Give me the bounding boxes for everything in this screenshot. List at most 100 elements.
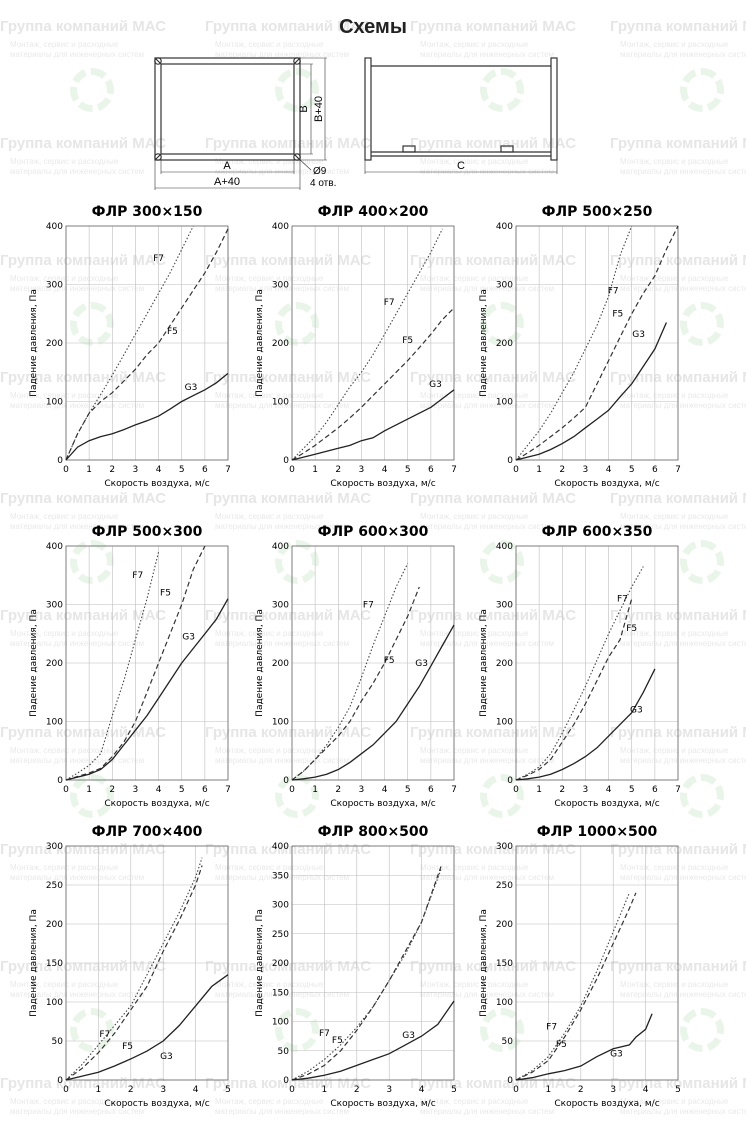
x-tick-label: 3: [359, 465, 365, 475]
y-tick-label: 100: [272, 1018, 289, 1028]
x-tick-label: 2: [109, 465, 115, 475]
chart-svg: ФЛР 300×150 0 1 2 3 4 5 6 7 0 100 200 300 400 Скорость…: [29, 204, 231, 489]
x-tick-label: 2: [128, 1085, 134, 1095]
x-tick-label: 5: [629, 785, 635, 795]
x-tick-label: 4: [156, 785, 162, 795]
x-tick-label: 3: [610, 1085, 616, 1095]
y-tick-label: 400: [272, 842, 289, 852]
x-tick-label: 5: [179, 785, 185, 795]
series-line-f7: [291, 563, 409, 781]
dim-c-label: C: [457, 160, 465, 172]
series-line-f7: [291, 228, 443, 461]
series-line-f7: [291, 869, 442, 1081]
y-axis-label: Падение давления, Па: [29, 289, 39, 397]
x-tick-label: 0: [63, 1085, 69, 1095]
x-tick-label: 2: [335, 465, 341, 475]
x-tick-label: 4: [156, 465, 162, 475]
x-tick-label: 5: [405, 785, 411, 795]
series-line-f7: [65, 551, 160, 781]
chart-svg: ФЛР 400×200 0 1 2 3 4 5 6 7 0 100 200 300 400 Скорость…: [255, 204, 457, 489]
series-label-g3: G3: [160, 1052, 173, 1062]
x-tick-label: 7: [225, 785, 231, 795]
series-line-f5: [291, 586, 420, 781]
series-line-f5: [515, 598, 633, 781]
chart-3: ФЛР 500×250 0 1 2 3 4 5 6 7 0 100 200 300 400 Скорость…: [460, 200, 686, 500]
y-tick-label: 350: [272, 871, 289, 881]
watermark-gear-icon: [70, 68, 114, 112]
y-axis-label: Падение давления, Па: [29, 909, 39, 1017]
y-tick-label: 300: [272, 601, 289, 611]
x-tick-label: 4: [382, 785, 388, 795]
y-tick-label: 50: [278, 1047, 290, 1057]
x-tick-label: 3: [133, 785, 139, 795]
series-line-f7: [515, 566, 644, 781]
y-tick-label: 400: [272, 542, 289, 552]
chart-title: ФЛР 600×300: [318, 524, 429, 540]
y-tick-label: 100: [496, 718, 513, 728]
y-tick-label: 0: [283, 1076, 289, 1086]
chart-9: ФЛР 1000×500 0 1 2 3 4 5 0 50 100 150 200 250 300 Скор…: [460, 820, 686, 1120]
y-tick-label: 300: [46, 281, 63, 291]
chart-title: ФЛР 500×300: [92, 524, 203, 540]
series-label-g3: G3: [185, 383, 198, 393]
series-label-f5: F5: [160, 589, 171, 599]
series-line-f5: [291, 307, 455, 461]
x-tick-label: 2: [335, 785, 341, 795]
series-line-g3: [515, 668, 656, 781]
plot-frame: [291, 545, 455, 781]
x-tick-label: 3: [583, 465, 589, 475]
y-tick-label: 300: [46, 601, 63, 611]
chart-svg: ФЛР 500×250 0 1 2 3 4 5 6 7 0 100 200 300 400 Скорость…: [479, 204, 681, 489]
y-tick-label: 300: [46, 842, 63, 852]
watermark-title: Группа компаний МАС: [610, 135, 746, 152]
series-label-g3: G3: [610, 1050, 623, 1060]
series-line-g3: [65, 598, 229, 781]
x-tick-label: 7: [451, 465, 457, 475]
x-tick-label: 0: [289, 465, 295, 475]
series-label-f7: F7: [617, 595, 628, 605]
x-tick-label: 5: [675, 1085, 681, 1095]
watermark-gear-icon: [680, 540, 724, 584]
y-tick-label: 50: [52, 1037, 64, 1047]
y-tick-label: 0: [57, 1076, 63, 1086]
y-tick-label: 250: [272, 930, 289, 940]
watermark-gear-icon: [680, 1008, 724, 1052]
chart-svg: ФЛР 500×300 0 1 2 3 4 5 6 7 0 100 200 300 400 Скорость…: [29, 524, 231, 809]
chart-title: ФЛР 300×150: [92, 204, 203, 220]
x-axis-label: Скорость воздуха, м/с: [554, 799, 659, 809]
x-tick-label: 0: [289, 1085, 295, 1095]
plot-frame: [65, 545, 229, 781]
x-tick-label: 2: [559, 465, 565, 475]
dim-b-label: B: [298, 105, 310, 112]
x-tick-label: 6: [202, 785, 208, 795]
x-axis-label: Скорость воздуха, м/с: [554, 1099, 659, 1109]
y-tick-label: 200: [46, 339, 63, 349]
x-tick-label: 6: [202, 465, 208, 475]
series-label-f7: F7: [153, 254, 164, 264]
chart-title: ФЛР 800×500: [318, 824, 429, 840]
y-tick-label: 200: [272, 659, 289, 669]
x-axis-label: Скорость воздуха, м/с: [330, 1099, 435, 1109]
series-label-g3: G3: [402, 1031, 415, 1041]
y-axis-label: Падение давления, Па: [255, 609, 265, 717]
page-title: Схемы: [339, 16, 407, 38]
series-label-f7: F7: [363, 600, 374, 610]
y-tick-label: 400: [272, 222, 289, 232]
y-tick-label: 100: [46, 718, 63, 728]
hole-diameter-label: Ø9: [313, 166, 327, 177]
x-axis-label: Скорость воздуха, м/с: [104, 479, 209, 489]
x-tick-label: 3: [386, 1085, 392, 1095]
x-tick-label: 2: [354, 1085, 360, 1095]
chart-7: ФЛР 700×400 0 1 2 3 4 5 0 50 100 150 200 250 300 Скоро…: [10, 820, 236, 1120]
series-label-f5: F5: [122, 1042, 133, 1052]
x-tick-label: 5: [405, 465, 411, 475]
y-tick-label: 250: [496, 881, 513, 891]
watermark-subtitle: Монтаж, сервис и расходные материалы для …: [10, 40, 145, 59]
dim-a-label: A: [223, 160, 231, 172]
x-tick-label: 7: [675, 785, 681, 795]
series-line-g3: [515, 322, 667, 461]
watermark-title: Группа компаний МАС: [0, 135, 167, 152]
x-tick-label: 1: [86, 465, 92, 475]
y-tick-label: 0: [57, 456, 63, 466]
